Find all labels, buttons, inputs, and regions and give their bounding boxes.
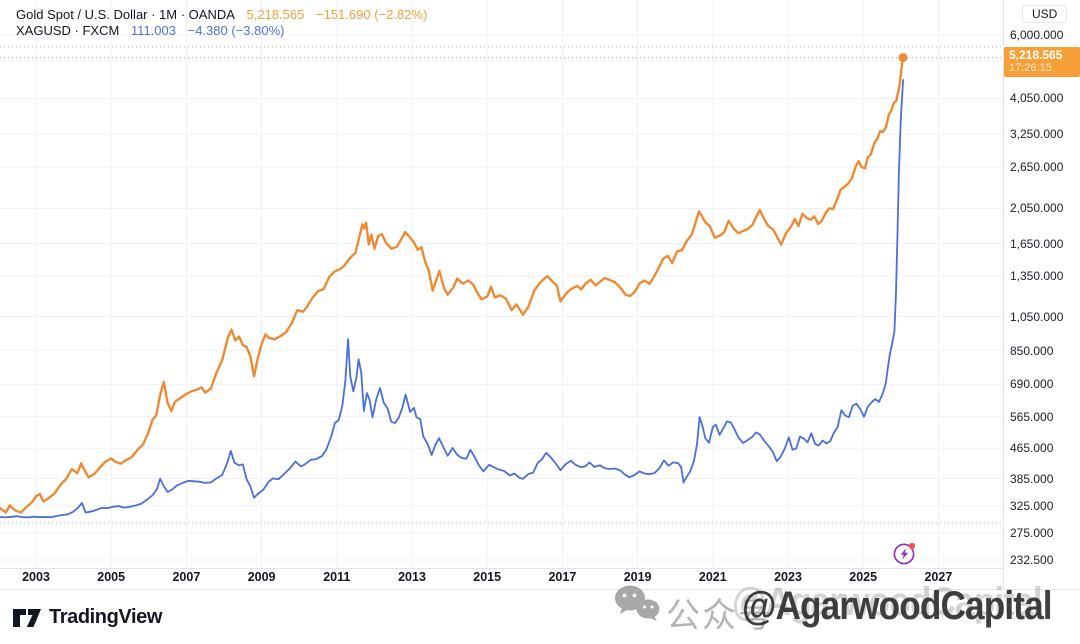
price-axis-label: 3,250.000 [1010,127,1064,142]
price-axis-label: 2,650.000 [1010,159,1064,174]
price-axis-label: 6,000.000 [1010,28,1064,42]
price-axis-label: 690.000 [1010,377,1054,392]
price-axis-label: 232.500 [1010,553,1054,568]
time-axis-label: 2021 [698,570,727,584]
price-axis-label: 1,050.000 [1010,309,1064,324]
time-axis-label: 2005 [97,570,126,584]
gold-symbol-title[interactable]: Gold Spot / U.S. Dollar · 1M · OANDA [16,7,235,22]
last-price-marker-dot [898,53,908,63]
symbol-legend: Gold Spot / U.S. Dollar · 1M · OANDA 5,2… [16,7,427,39]
flash-circle-icon [893,543,915,565]
time-axis-label: 2017 [548,570,577,584]
last-price-badge[interactable]: 5,218.565 17:26:15 [1004,47,1080,77]
bottom-toolbar-separator [0,589,1080,590]
time-axis-label: 2009 [247,570,276,584]
silver-last-price: 111.003 [130,23,176,38]
silver-change: −4.380 (−3.80%) [187,23,285,38]
flash-order-button[interactable] [891,539,919,567]
lightning-bolt-icon [900,548,909,560]
price-axis-label: 4,050.000 [1010,91,1064,106]
time-axis-label: 2007 [172,570,201,584]
time-axis-label: 2015 [473,570,502,584]
price-axis-label: 465.000 [1010,441,1054,456]
tradingview-logo-icon [13,609,41,627]
price-axis-label: 2,050.000 [1010,201,1064,216]
time-axis-separator [0,568,1003,569]
time-axis-label: 2003 [22,570,50,584]
time-axis-label: 2019 [623,570,652,584]
footer-brand[interactable]: TradingView [12,604,162,630]
time-axis-label: 2025 [849,570,878,584]
time-axis-label: 2013 [398,570,426,584]
notification-dot [908,542,916,550]
time-axis-label: 2027 [924,570,953,584]
silver-symbol-title[interactable]: XAGUSD · FXCM [16,23,120,38]
currency-unit-button[interactable]: USD [1022,5,1068,23]
bar-countdown-timer: 17:26:15 [1009,62,1052,74]
price-axis-label: 850.000 [1010,343,1054,358]
tradingview-logo-text: TradingView [49,605,163,628]
price-axis-border [1003,0,1004,589]
time-axis-label: 2023 [774,570,802,584]
gold-last-price: 5,218.565 [246,7,305,22]
price-axis-label: 1,650.000 [1010,236,1064,251]
xauusd-line-series[interactable] [0,56,905,514]
gold-change: −151.690 (−2.82%) [316,7,428,22]
price-axis-column[interactable] [1003,0,1080,589]
time-axis-label: 2011 [323,570,351,584]
price-axis-label: 1,350.000 [1010,268,1064,283]
price-axis-label: 325.000 [1010,498,1054,513]
last-price-badge-value: 5,218.565 [1009,48,1063,62]
price-axis-label: 565.000 [1010,409,1054,424]
price-axis-label: 385.000 [1010,471,1054,486]
xagusd-line-series[interactable] [0,79,904,519]
legend-row-silver[interactable]: XAGUSD · FXCM 111.003 −4.380 (−3.80%) [16,23,427,38]
price-axis-label: 275.000 [1010,525,1054,540]
legend-row-gold[interactable]: Gold Spot / U.S. Dollar · 1M · OANDA 5,2… [16,7,427,22]
